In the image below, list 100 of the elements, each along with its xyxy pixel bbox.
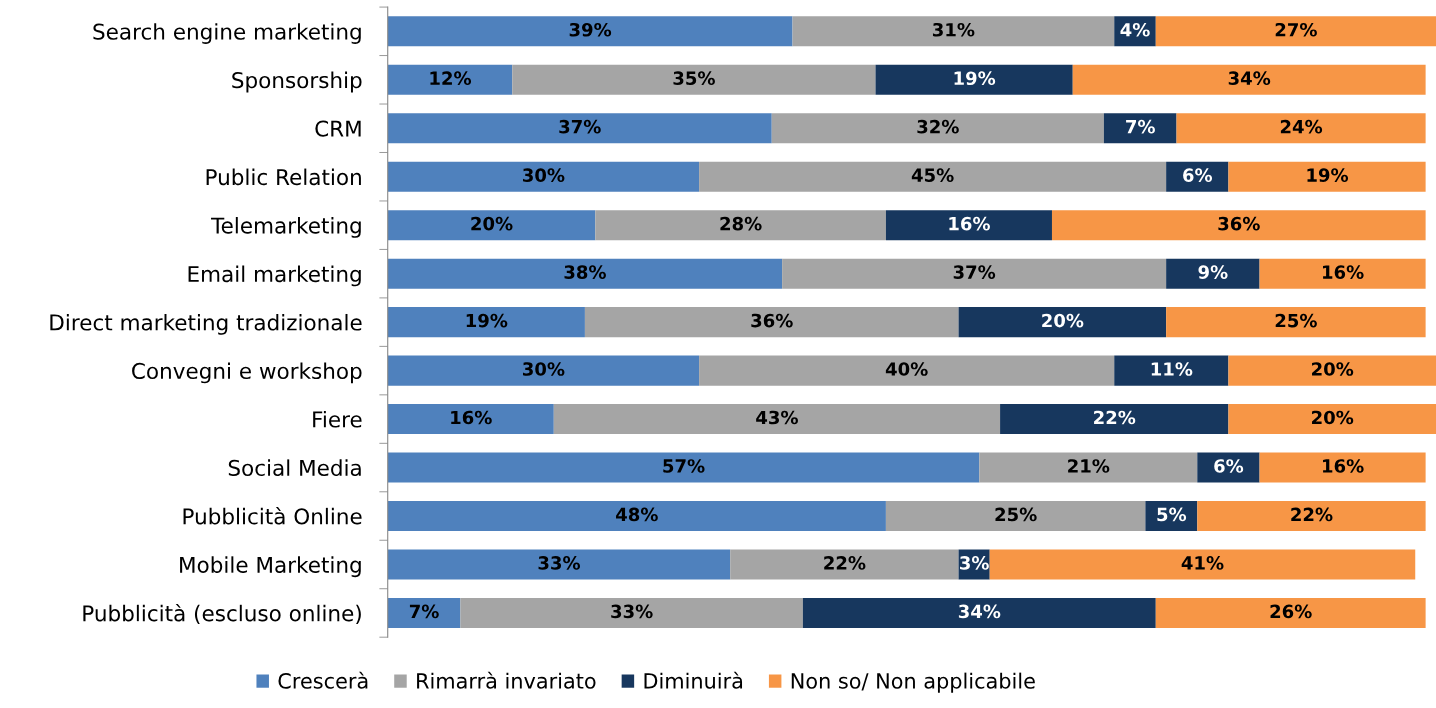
bar (699, 161, 1167, 192)
y-tick-label: Social Media (228, 459, 361, 477)
data-label: 20% (471, 216, 513, 231)
bar (553, 404, 1001, 435)
data-label: 5% (1157, 507, 1187, 522)
data-label: 12% (430, 71, 472, 86)
bar (1072, 64, 1426, 95)
data-label: 30% (523, 168, 565, 182)
y-tick-label: Pubblicità Online (183, 506, 362, 525)
data-label: 57% (663, 459, 705, 473)
bar (387, 258, 783, 289)
data-label: 9% (1198, 265, 1228, 279)
data-label: 7% (1126, 119, 1155, 134)
bar (1166, 307, 1426, 338)
data-label: 26% (1270, 604, 1312, 619)
bar (1176, 113, 1426, 144)
bar (1000, 404, 1229, 435)
bar (730, 549, 959, 580)
y-tick-label: Public Relation (206, 168, 361, 186)
bar (771, 113, 1104, 144)
data-label: 33% (538, 556, 581, 570)
data-label: 38% (564, 265, 606, 279)
data-label: 36% (751, 313, 793, 328)
bar (387, 597, 461, 628)
bar (387, 355, 700, 386)
bar (1228, 161, 1426, 192)
bar (979, 452, 1198, 483)
data-label: 31% (932, 22, 975, 37)
data-label: 4% (1120, 22, 1150, 37)
bar (387, 307, 585, 338)
bar (387, 16, 793, 47)
y-tick-label: Email marketing (188, 265, 361, 287)
legend-label: Rimarrà invariato (417, 671, 596, 689)
data-label: 43% (756, 410, 798, 425)
y-tick-label: CRM (315, 120, 361, 137)
bar (387, 404, 554, 435)
bar (699, 355, 1115, 386)
data-label: 22% (1094, 410, 1136, 425)
bar (958, 307, 1167, 338)
bar (802, 597, 1156, 628)
data-label: 3% (960, 556, 989, 570)
y-tick-label: Mobile Marketing (180, 556, 361, 578)
data-label: 28% (720, 216, 762, 231)
bar (387, 64, 513, 95)
bar (1228, 404, 1436, 435)
bar (1197, 452, 1260, 483)
data-label: 39% (569, 22, 612, 37)
bar (1155, 16, 1436, 47)
bar (1114, 355, 1229, 386)
bar (885, 210, 1052, 241)
legend-label: Crescerà (278, 671, 368, 689)
bar (387, 501, 886, 532)
data-label: 16% (1323, 459, 1364, 473)
bar (387, 161, 700, 192)
data-label: 30% (523, 362, 565, 376)
data-label: 20% (1312, 362, 1354, 376)
data-label: 16% (949, 216, 990, 231)
bar (782, 258, 1167, 289)
legend-label: Diminuirà (644, 671, 743, 689)
legend-label: Non so/ Non applicabile (791, 672, 1035, 693)
data-label: 6% (1214, 459, 1244, 473)
y-tick-label: Search engine marketing (93, 23, 361, 44)
bar (595, 210, 886, 241)
bar (1166, 258, 1260, 289)
bar (1051, 210, 1426, 241)
bar (1259, 258, 1426, 289)
data-label: 20% (1312, 410, 1354, 425)
data-label: 35% (673, 71, 715, 86)
bar (1166, 161, 1229, 192)
data-label: 22% (1291, 507, 1333, 522)
bar (387, 113, 772, 144)
bar (387, 549, 731, 580)
data-label: 41% (1181, 556, 1224, 570)
bar (1259, 452, 1426, 483)
bar (387, 452, 980, 483)
bar (1103, 113, 1177, 144)
data-label: 27% (1275, 22, 1317, 37)
data-label: 7% (409, 604, 439, 619)
bar (387, 210, 596, 241)
data-label: 37% (953, 265, 996, 279)
data-label: 37% (559, 119, 601, 134)
data-label: 20% (1042, 313, 1084, 328)
data-label: 16% (451, 410, 492, 425)
y-tick-label: Convegni e workshop (132, 362, 362, 384)
bar (885, 501, 1146, 532)
y-tick-label: Sponsorship (232, 71, 362, 93)
data-label: 32% (917, 119, 959, 134)
bar (512, 64, 876, 95)
bar (1155, 597, 1426, 628)
y-tick-label: Direct marketing tradizionale (50, 313, 362, 335)
bar (989, 549, 1416, 580)
data-label: 19% (466, 313, 508, 328)
data-label: 21% (1068, 459, 1110, 473)
data-label: 24% (1280, 119, 1323, 134)
data-label: 11% (1151, 362, 1193, 376)
data-label: 36% (1218, 216, 1260, 231)
data-label: 34% (1228, 71, 1271, 86)
data-label: 25% (995, 507, 1037, 522)
y-tick-label: Fiere (313, 410, 362, 428)
data-label: 16% (1323, 265, 1364, 279)
